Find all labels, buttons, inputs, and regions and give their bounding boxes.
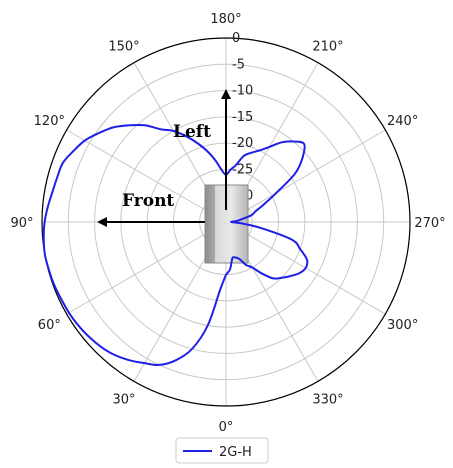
r-tick-label: 0	[232, 31, 240, 46]
legend: 2G-H	[175, 437, 269, 464]
radial-tick-labels: 0-5-10-15-20-25-30	[232, 31, 253, 204]
theta-tick-label: 90°	[10, 216, 33, 231]
r-tick-label: -25	[232, 162, 253, 177]
r-tick-label: -20	[232, 136, 253, 151]
annotations: Left Front	[97, 89, 231, 227]
grid-spoke	[66, 221, 227, 315]
annotation-front: Front	[122, 191, 174, 211]
legend-box	[175, 437, 269, 464]
theta-tick-label: 300°	[387, 318, 418, 333]
grid-spoke	[66, 129, 227, 223]
r-tick-label: -10	[232, 84, 253, 99]
angle-tick-labels: 0° 30° 60° 90° 120° 150° 180° 210° 240° 270° 300° 3…	[10, 12, 445, 435]
theta-tick-label: 180°	[210, 12, 241, 27]
r-tick-label: -15	[232, 110, 253, 125]
polar-frame	[41, 37, 411, 407]
grid-spoke	[225, 129, 386, 223]
theta-tick-label: 0°	[219, 420, 234, 435]
theta-tick-label: 150°	[108, 39, 139, 54]
theta-tick-label: 60°	[38, 318, 61, 333]
legend-label: 2G-H	[219, 445, 252, 460]
theta-tick-label: 270°	[414, 216, 445, 231]
r-tick-label: -5	[232, 57, 245, 72]
theta-tick-label: 210°	[312, 39, 343, 54]
theta-tick-label: 120°	[34, 114, 65, 129]
theta-tick-label: 330°	[312, 393, 343, 408]
theta-tick-label: 240°	[387, 114, 418, 129]
theta-tick-label: 30°	[112, 393, 135, 408]
annotation-left: Left	[173, 122, 211, 142]
